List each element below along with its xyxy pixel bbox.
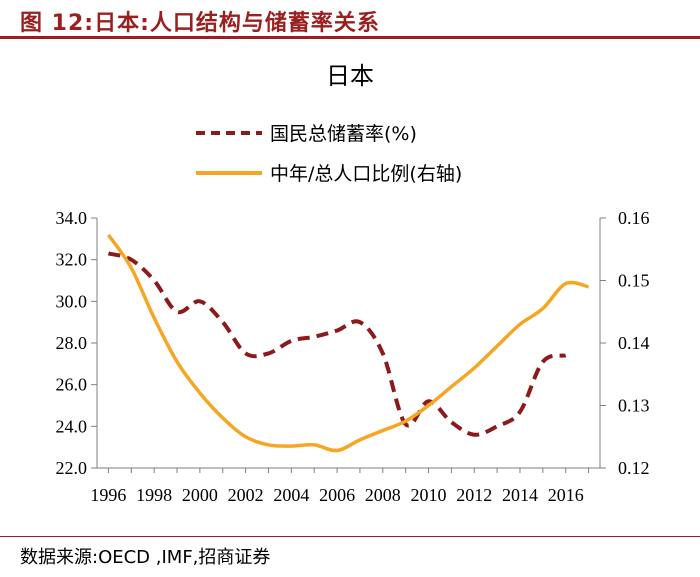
left-tick-label: 30.0 — [56, 291, 88, 311]
legend-label-ratio: 中年/总人口比例(右轴) — [270, 163, 462, 185]
chart-title: 日本 — [326, 62, 374, 90]
x-tick-label: 2010 — [411, 485, 447, 505]
source-note: 数据来源:OECD ,IMF,招商证券 — [20, 547, 271, 568]
left-tick-label: 28.0 — [56, 333, 88, 353]
legend-label-savings: 国民总储蓄率(%) — [270, 123, 417, 145]
right-tick-label: 0.15 — [618, 271, 650, 291]
x-tick-label: 2012 — [456, 485, 492, 505]
left-tick-label: 22.0 — [56, 458, 88, 478]
left-tick-label: 24.0 — [56, 416, 88, 436]
x-tick-label: 2016 — [548, 485, 584, 505]
left-tick-label: 26.0 — [56, 375, 88, 395]
title-rule — [0, 36, 700, 39]
left-tick-label: 32.0 — [56, 250, 88, 270]
legend: 国民总储蓄率(%) 中年/总人口比例(右轴) — [196, 123, 462, 185]
x-tick-label: 2000 — [182, 485, 218, 505]
right-tick-label: 0.16 — [618, 208, 650, 228]
line-chart: 日本 国民总储蓄率(%) 中年/总人口比例(右轴) 22.0 24.0 26.0 28… — [56, 62, 650, 505]
x-tick-label: 2008 — [365, 485, 401, 505]
x-tick-label: 2002 — [228, 485, 264, 505]
left-axis-ticks: 22.0 24.0 26.0 28.0 30.0 32.0 34.0 — [56, 208, 97, 478]
x-tick-label: 2006 — [319, 485, 355, 505]
x-tick-label: 2014 — [502, 485, 538, 505]
figure-title: 图 12:日本:人口结构与储蓄率关系 — [20, 11, 380, 36]
right-tick-label: 0.13 — [618, 396, 650, 416]
right-tick-label: 0.14 — [618, 333, 650, 353]
right-tick-label: 0.12 — [618, 458, 650, 478]
series-line-savings — [107, 251, 567, 437]
x-tick-label: 1996 — [90, 485, 126, 505]
x-tick-label: 2004 — [273, 485, 309, 505]
x-axis-ticks: 1996 1998 2000 2002 2004 2006 2008 2010 2012 2014… — [90, 468, 590, 505]
series-line-ratio — [106, 233, 590, 453]
figure-header: 图 12:日本:人口结构与储蓄率关系 — [0, 0, 700, 40]
x-tick-label: 1998 — [136, 485, 172, 505]
source-rule — [0, 536, 700, 537]
left-tick-label: 34.0 — [56, 208, 88, 228]
right-axis-ticks: 0.12 0.13 0.14 0.15 0.16 — [600, 208, 650, 478]
